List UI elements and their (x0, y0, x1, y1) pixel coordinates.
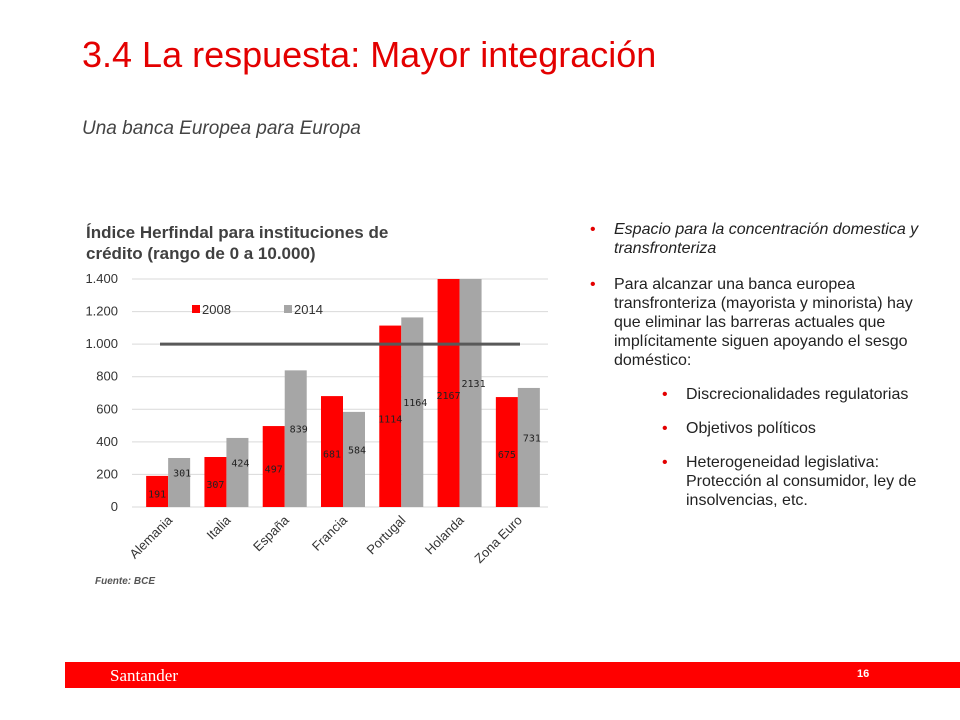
bar (459, 279, 482, 507)
y-tick-label: 400 (96, 434, 118, 449)
y-tick-label: 200 (96, 466, 118, 481)
x-tick-label: Francia (309, 512, 351, 554)
sub-bullet: Objetivos políticos (614, 419, 935, 438)
bar (262, 426, 285, 507)
x-tick-label: Italia (204, 512, 235, 543)
bullet: Espacio para la concentración domestica … (590, 220, 935, 258)
bar (495, 397, 518, 507)
bar (517, 387, 540, 507)
chart-title: Índice Herfindal para instituciones de c… (86, 223, 389, 263)
chart-source: Fuente: BCE (95, 576, 155, 587)
data-label: 2167 (437, 391, 461, 402)
legend-label: 2014 (294, 302, 323, 317)
data-label: 191 (148, 489, 166, 500)
data-label: 681 (323, 450, 341, 461)
y-tick-label: 1.000 (85, 336, 118, 351)
data-label: 2131 (462, 379, 486, 390)
legend-label: 2008 (202, 302, 231, 317)
bullet-text: Espacio para la concentración domestica … (614, 221, 919, 257)
data-label: 497 (265, 465, 283, 476)
bullet-list: Espacio para la concentración domestica … (590, 220, 935, 527)
y-tick-label: 800 (96, 369, 118, 384)
data-label: 301 (173, 468, 191, 479)
page-number: 16 (857, 668, 870, 680)
slide-title: 3.4 La respuesta: Mayor integración (82, 34, 657, 75)
y-tick-label: 1.200 (85, 304, 118, 319)
bar (146, 475, 169, 507)
bar (379, 325, 402, 507)
data-label: 307 (206, 480, 224, 491)
bar (204, 457, 227, 507)
y-tick-label: 600 (96, 401, 118, 416)
y-tick-label: 0 (111, 499, 118, 514)
footer-brand: Santander (110, 666, 178, 685)
footer-bar (65, 662, 960, 688)
x-tick-label: Holanda (422, 512, 467, 557)
bar (284, 370, 307, 507)
data-label: 424 (231, 458, 249, 469)
legend-swatch (284, 305, 292, 313)
sub-bullet: Discrecionalidades regulatorias (614, 385, 935, 404)
bar (321, 396, 343, 507)
bullet-text: Para alcanzar una banca europea transfro… (614, 276, 913, 369)
slide-subtitle: Una banca Europea para Europa (82, 118, 361, 139)
bar (401, 317, 424, 507)
x-tick-label: Alemania (126, 512, 175, 561)
bar (226, 437, 249, 507)
data-label: 1164 (403, 398, 427, 409)
bullet: Para alcanzar una banca europea transfro… (590, 275, 935, 510)
data-label: 731 (523, 433, 541, 444)
sub-bullet: Heterogeneidad legislativa: Protección a… (614, 453, 935, 510)
x-tick-label: España (250, 512, 292, 554)
legend-swatch (192, 305, 200, 313)
data-label: 675 (498, 450, 516, 461)
bar (437, 279, 460, 507)
data-label: 839 (290, 425, 308, 436)
bar (343, 411, 365, 507)
data-label: 1114 (378, 414, 402, 425)
x-tick-label: Portugal (364, 512, 409, 557)
x-tick-label: Zona Euro (471, 513, 525, 567)
bar (168, 457, 191, 507)
data-label: 584 (348, 445, 366, 456)
y-tick-label: 1.400 (85, 271, 118, 286)
